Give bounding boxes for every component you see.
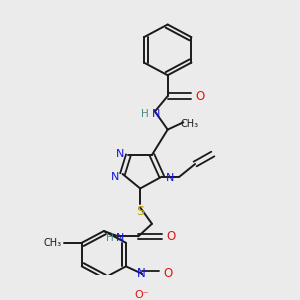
Text: H: H	[141, 109, 149, 119]
Text: O⁻: O⁻	[134, 290, 149, 300]
Text: N: N	[116, 233, 124, 243]
Text: S: S	[136, 205, 144, 218]
Text: N: N	[152, 109, 160, 119]
Text: N: N	[116, 149, 125, 159]
Text: N: N	[110, 172, 119, 182]
Text: N: N	[137, 267, 146, 280]
Text: O: O	[195, 90, 205, 103]
Text: N: N	[165, 173, 174, 184]
Text: H: H	[106, 233, 114, 243]
Text: O: O	[166, 230, 175, 243]
Text: CH₃: CH₃	[180, 119, 198, 129]
Text: O: O	[164, 267, 173, 280]
Text: CH₃: CH₃	[43, 238, 62, 248]
